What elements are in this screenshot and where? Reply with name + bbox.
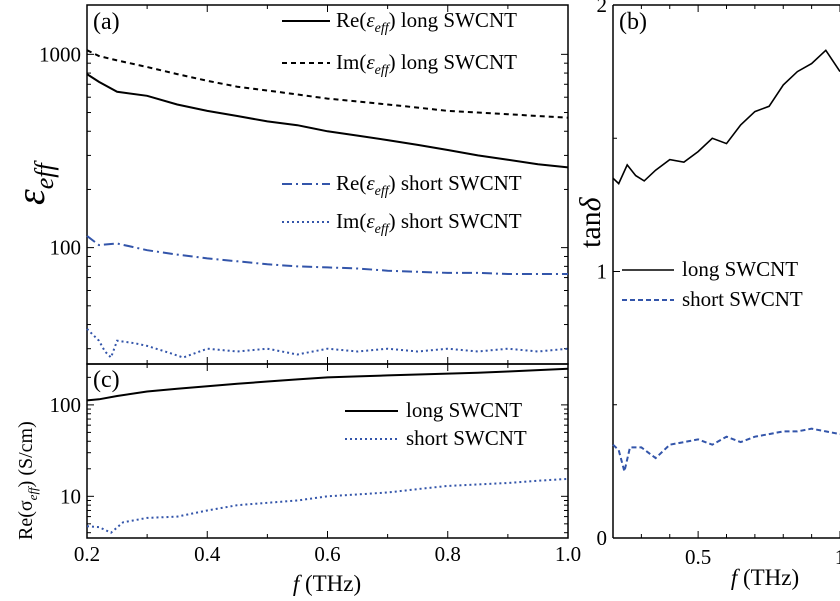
x-axis-label: f (THz) bbox=[293, 571, 361, 596]
series-line-tan-short bbox=[612, 427, 840, 472]
legend-subscript: eff bbox=[375, 184, 391, 199]
legend-label-re-long: Re(εeff) long SWCNT bbox=[336, 8, 517, 36]
legend-label-sigma-long: long SWCNT bbox=[406, 398, 522, 422]
series-line-re-long bbox=[86, 73, 569, 169]
legend-symbol: ε bbox=[366, 171, 375, 195]
x-tick-label: 0.8 bbox=[435, 542, 461, 566]
series-line-re-short bbox=[86, 235, 568, 275]
panel-label-c: (c) bbox=[93, 367, 120, 393]
y-axis-label: εeff bbox=[8, 159, 59, 205]
series-line-im-long bbox=[86, 49, 569, 119]
series-line-sigma-long bbox=[86, 367, 569, 402]
legend-label-im-short: Im(εeff) short SWCNT bbox=[336, 209, 522, 237]
legend-subscript: eff bbox=[375, 63, 391, 78]
legend-label-tan-short: short SWCNT bbox=[682, 287, 803, 311]
legend-subscript: eff bbox=[375, 222, 391, 237]
y-label-text: ) (S/cm) bbox=[15, 421, 37, 487]
legend-symbol: ε bbox=[366, 8, 375, 32]
x-label-symbol: f bbox=[293, 571, 303, 596]
x-tick-label: 0.2 bbox=[74, 542, 100, 566]
legend-text: Im( bbox=[336, 50, 366, 74]
legend-text: Re( bbox=[336, 8, 366, 32]
x-tick-label: 0.5 bbox=[685, 545, 711, 569]
series-line-sigma-short bbox=[86, 477, 569, 534]
legend-text: ) long SWCNT bbox=[389, 8, 518, 32]
legend-symbol: ε bbox=[366, 209, 375, 233]
legend-text: Im( bbox=[336, 209, 366, 233]
legend-label-re-short: Re(εeff) short SWCNT bbox=[336, 171, 522, 199]
y-axis-label: Re(σeff) (S/cm) bbox=[15, 421, 40, 540]
panel-label-b: (b) bbox=[619, 9, 647, 35]
panel-b-loss-tangent-plot: 0 1 2 0.5 1 tanδ f (THz) (b) long SWCNT short SWC… bbox=[574, 0, 840, 590]
series-line-tan-long bbox=[612, 49, 840, 185]
x-tick-label: 1.0 bbox=[555, 542, 581, 566]
x-tick-label: 0.6 bbox=[314, 542, 340, 566]
y-label-subscript: eff bbox=[30, 159, 59, 189]
legend-symbol: ε bbox=[366, 50, 375, 74]
panel-label-a: (a) bbox=[93, 9, 120, 35]
series-line-im-short bbox=[86, 328, 569, 360]
y-axis-label: tanδ bbox=[574, 196, 607, 248]
x-tick-label: 0.4 bbox=[194, 542, 221, 566]
y-label-symbol: δ bbox=[574, 196, 607, 211]
y-tick-label: 100 bbox=[50, 236, 82, 260]
y-label-symbol: ε bbox=[8, 189, 53, 205]
y-tick-label: 10 bbox=[60, 484, 81, 508]
legend-text: ) short SWCNT bbox=[389, 209, 522, 233]
y-tick-label: 2 bbox=[597, 0, 608, 17]
x-tick-label: 1 bbox=[835, 545, 840, 569]
x-label-symbol: f bbox=[731, 565, 741, 590]
y-tick-label: 100 bbox=[50, 393, 82, 417]
legend-label-tan-long: long SWCNT bbox=[682, 257, 798, 281]
x-axis-label: f (THz) bbox=[731, 565, 799, 590]
legend-text: Re( bbox=[336, 171, 366, 195]
legend-text: ) short SWCNT bbox=[389, 171, 522, 195]
x-label-text: (THz) bbox=[299, 571, 361, 596]
y-tick-label: 1 bbox=[597, 260, 608, 284]
y-tick-label: 0 bbox=[597, 526, 608, 550]
y-tick-label: 1000 bbox=[39, 42, 81, 66]
y-label-subscript: eff bbox=[25, 485, 40, 500]
y-label-text: Re(σ bbox=[15, 500, 37, 540]
legend-label-im-long: Im(εeff) long SWCNT bbox=[336, 50, 517, 78]
x-label-text: (THz) bbox=[737, 565, 799, 590]
panel-c-conductivity-plot: 0.2 0.4 0.6 0.8 1.0 100 10 Re(σeff) (S/cm) f (TH… bbox=[15, 363, 581, 596]
y-label-text: tan bbox=[574, 211, 607, 248]
legend-label-sigma-short: short SWCNT bbox=[406, 426, 527, 450]
legend-text: ) long SWCNT bbox=[389, 50, 518, 74]
legend-subscript: eff bbox=[375, 21, 391, 36]
